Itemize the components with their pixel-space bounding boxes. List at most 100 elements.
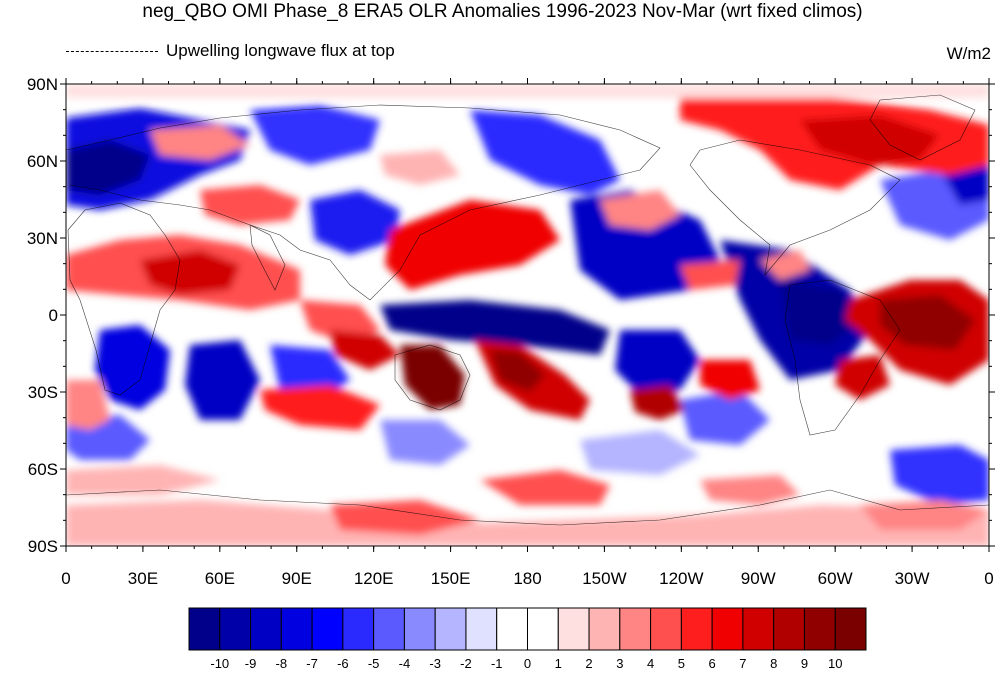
lon-tick-label: 120E — [354, 569, 394, 588]
antarctica-outline — [66, 489, 989, 526]
colorbar-tick-label: -7 — [306, 656, 318, 671]
lon-tick-label: 0 — [984, 569, 993, 588]
colorbar-tick-label: 1 — [555, 656, 562, 671]
colorbar-swatch — [280, 607, 313, 651]
anomaly-region — [490, 350, 545, 392]
anomaly-region — [760, 250, 810, 280]
anomaly-region — [330, 500, 480, 535]
anomaly-region — [330, 330, 400, 370]
colorbar-tick-label: 5 — [678, 656, 685, 671]
colorbar-swatch — [465, 607, 498, 651]
colorbar-swatch — [219, 607, 252, 651]
anomaly-region — [380, 150, 460, 185]
colorbar-swatch — [803, 607, 836, 651]
coastlines — [66, 94, 989, 526]
lat-tick-label: 90N — [27, 75, 58, 94]
colorbar-swatch — [373, 607, 405, 651]
colorbar-swatch — [773, 607, 805, 651]
lon-tick-label: 90E — [282, 569, 312, 588]
colorbar-swatch — [834, 607, 867, 651]
anomaly-region — [385, 200, 560, 290]
anomaly-region — [380, 300, 610, 355]
lon-tick-label: 150E — [431, 569, 471, 588]
anomaly-region — [700, 360, 760, 400]
lon-tick-label: 150W — [582, 569, 626, 588]
colorbar-tick-label: -1 — [491, 656, 503, 671]
colorbar — [188, 607, 867, 651]
colorbar-tick-label: -9 — [245, 656, 257, 671]
lat-tick-label: 30N — [27, 229, 58, 248]
anomaly-region — [260, 385, 380, 430]
anomaly-region — [66, 380, 110, 430]
colorbar-swatch — [650, 607, 682, 651]
colorbar-tick-label: 2 — [585, 656, 592, 671]
anomaly-region — [200, 185, 300, 225]
anomaly-region — [470, 110, 620, 195]
lat-tick-label: 0 — [49, 306, 58, 325]
anomaly-region — [600, 190, 680, 230]
colorbar-swatch — [188, 607, 221, 651]
colorbar-tick-label: -10 — [210, 656, 229, 671]
colorbar-tick-label: -4 — [399, 656, 411, 671]
lon-tick-label: 60W — [818, 569, 853, 588]
anomaly-region — [185, 340, 260, 420]
colorbar-swatch — [711, 607, 744, 651]
anomaly-region — [66, 500, 989, 546]
anomaly-region — [615, 330, 700, 395]
colorbar-tick-label: 9 — [801, 656, 808, 671]
eurasia-outline — [66, 104, 661, 301]
anomaly-region — [700, 475, 800, 505]
variable-name: Upwelling longwave flux at top — [166, 41, 395, 60]
colorbar-labels: -10 -9 -8 -7 -6 -5 -4 -3 -2 -1 0 1 2 3 4 5 6 7 8 9 10 — [210, 656, 842, 671]
colorbar-swatch — [403, 607, 436, 651]
colorbar-tick-label: 0 — [524, 656, 531, 671]
colorbar-swatch — [742, 607, 775, 651]
colorbar-swatch — [250, 607, 282, 651]
colorbar-tick-label: -8 — [276, 656, 288, 671]
latitude-axis-labels: 90N 60N 30N 0 30S 60S 90S — [27, 75, 58, 556]
colorbar-swatch — [434, 607, 467, 651]
lon-tick-label: 120W — [659, 569, 703, 588]
colorbar-tick-label: 8 — [770, 656, 777, 671]
greenland-outline — [869, 94, 976, 161]
lon-tick-label: 90W — [741, 569, 776, 588]
north-america-outline — [689, 139, 901, 277]
units-label: W/m2 — [946, 44, 991, 63]
anomaly-region — [66, 140, 150, 195]
lon-tick-label: 30E — [128, 569, 158, 588]
colorbar-swatch — [588, 607, 621, 651]
colorbar-swatch — [527, 607, 559, 651]
anomaly-region — [140, 250, 240, 295]
anomaly-region — [880, 295, 975, 350]
anomaly-region — [680, 260, 740, 290]
anomaly-region — [680, 390, 770, 445]
colorbar-swatch — [496, 607, 528, 651]
axis-ticks — [60, 78, 995, 552]
lon-tick-label: 180 — [513, 569, 541, 588]
longitude-axis-labels: 0 30E 60E 90E 120E 150E 180 150W 120W 90W 60W 30W 0 — [61, 569, 993, 588]
colorbar-tick-label: -6 — [337, 656, 349, 671]
lon-tick-label: 30W — [895, 569, 930, 588]
anomaly-region — [250, 105, 380, 165]
lat-tick-label: 30S — [28, 383, 58, 402]
lat-tick-label: 90S — [28, 537, 58, 556]
colorbar-swatch — [311, 607, 344, 651]
variable-label: Upwelling longwave flux at top — [66, 40, 395, 62]
colorbar-tick-label: 4 — [647, 656, 654, 671]
colorbar-tick-label: 3 — [616, 656, 623, 671]
colorbar-tick-label: 10 — [828, 656, 842, 671]
colorbar-swatch — [680, 607, 713, 651]
anomaly-region — [66, 465, 220, 495]
colorbar-tick-label: 6 — [709, 656, 716, 671]
dashed-line-icon — [66, 51, 158, 53]
colorbar-tick-label: 7 — [739, 656, 746, 671]
colorbar-tick-label: -2 — [460, 656, 472, 671]
anomaly-region — [480, 470, 610, 505]
south-america-outline — [784, 279, 901, 436]
anomaly-region — [630, 385, 685, 420]
anomaly-region — [580, 430, 700, 475]
anomaly-region — [150, 125, 250, 160]
anomaly-region — [400, 345, 465, 410]
lat-tick-label: 60N — [27, 152, 58, 171]
